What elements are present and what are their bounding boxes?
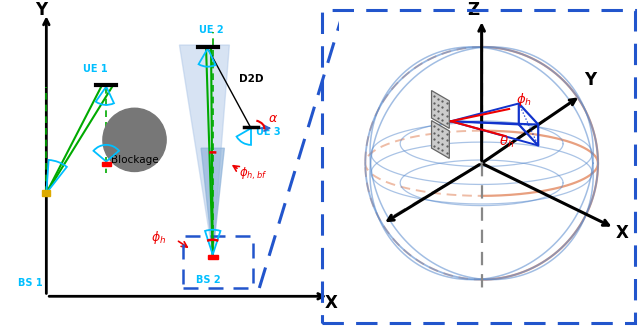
Polygon shape: [179, 45, 229, 255]
Bar: [208, 255, 218, 259]
Text: UE 1: UE 1: [83, 64, 108, 74]
Bar: [102, 162, 111, 166]
Circle shape: [103, 108, 166, 171]
Text: UE 2: UE 2: [200, 25, 224, 35]
Text: UE 3: UE 3: [256, 127, 280, 137]
Text: D2D: D2D: [239, 74, 264, 84]
Text: Z: Z: [467, 1, 479, 19]
Text: Y: Y: [35, 1, 47, 19]
Polygon shape: [201, 148, 225, 255]
Text: Y: Y: [584, 71, 596, 89]
Text: $\phi_h$: $\phi_h$: [516, 92, 532, 109]
Bar: [42, 190, 51, 196]
Polygon shape: [431, 121, 449, 159]
Text: X: X: [616, 223, 628, 242]
Text: BS 1: BS 1: [18, 278, 43, 288]
Text: $\phi_h$: $\phi_h$: [151, 229, 166, 246]
Text: $\theta_h$: $\theta_h$: [499, 134, 515, 150]
Text: $\phi_{h,bf}$: $\phi_{h,bf}$: [239, 166, 268, 181]
Polygon shape: [431, 91, 449, 128]
Text: Blockage: Blockage: [111, 155, 159, 165]
Bar: [183, 236, 253, 288]
Text: BS 2: BS 2: [196, 275, 221, 285]
Text: X: X: [324, 294, 337, 312]
Text: $\alpha$: $\alpha$: [268, 112, 278, 125]
